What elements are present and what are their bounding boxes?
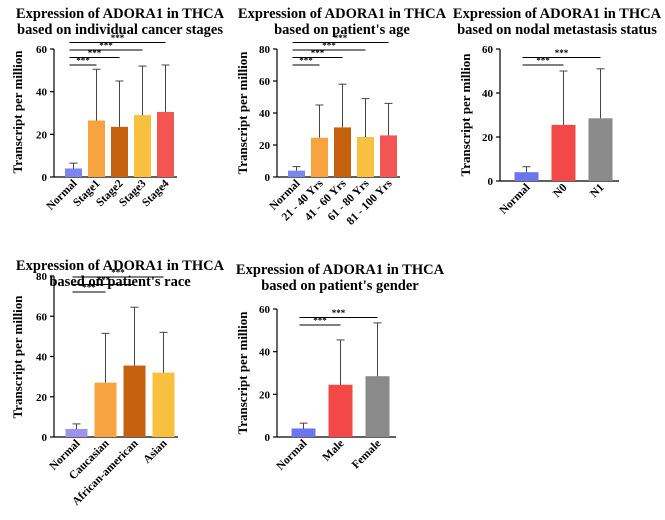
y-axis-label: Transcript per million [235,311,250,435]
significance-label: *** [88,48,102,58]
x-category-label: N1 [588,181,607,200]
significance-label: *** [82,283,96,293]
bar-stage1 [88,120,105,177]
significance-label: *** [311,48,325,58]
y-tick-label: 80 [259,44,271,56]
significance-label: *** [97,275,111,285]
chart-title-line: Expression of ADORA1 in THCA [453,6,662,22]
significance-label: *** [299,56,313,66]
y-tick-label: 0 [265,432,271,444]
significance-label: *** [555,48,569,58]
chart-title-line: Expression of ADORA1 in THCA [236,262,445,278]
bar-61-80-yrs [357,137,374,177]
bar-stage2 [111,126,128,177]
y-tick-label: 20 [259,140,271,152]
bar-81-100-yrs [380,135,397,177]
bar-male [328,384,353,437]
bar-normal [291,428,316,437]
chart-title-line: Expression of ADORA1 in THCA [16,6,225,22]
y-tick-label: 80 [36,271,48,283]
y-tick-label: 20 [482,132,494,144]
bar-21-40-yrs [311,137,328,177]
x-category-label: Normal [44,178,79,213]
y-tick-label: 40 [259,347,271,359]
bar-african-american [123,365,146,437]
bar-normal [514,172,539,181]
y-axis-label: Transcript per million [458,53,473,177]
y-axis-label: Transcript per million [10,295,25,419]
significance-label: *** [332,308,346,318]
significance-label: *** [111,268,125,278]
bar-normal [65,428,88,437]
y-axis-label: Transcript per million [10,50,25,174]
significance-label: *** [99,41,113,51]
bar-asian [152,372,175,437]
significance-label: *** [111,33,125,43]
x-category-label: Female [350,438,384,472]
bar-stage3 [134,115,151,177]
y-tick-label: 60 [259,304,271,316]
x-category-label: N0 [551,181,570,200]
y-tick-label: 60 [36,311,48,323]
x-category-label: Asian [141,437,170,466]
bar-stage4 [157,111,174,177]
x-category-label: Normal [274,438,309,473]
y-tick-label: 40 [259,108,271,120]
significance-label: *** [76,56,90,66]
bar-41-60-yrs [334,127,351,177]
x-category-label: Stage4 [140,177,172,209]
chart-title-line: based on patient's race [49,274,191,290]
bar-female [365,376,390,437]
y-tick-label: 60 [259,76,271,88]
chart-title-line: based on patient's gender [261,278,419,294]
y-tick-label: 20 [36,129,48,141]
significance-label: *** [313,316,327,326]
y-tick-label: 60 [482,44,494,56]
y-tick-label: 40 [36,87,48,99]
chart-title-line: Expression of ADORA1 in THCA [16,258,225,274]
significance-label: *** [334,33,348,43]
chart-title-line: based on patient's age [274,22,410,38]
y-tick-label: 0 [265,172,271,184]
significance-label: *** [322,41,336,51]
bar-normal [65,168,82,177]
bar-n1 [588,118,613,181]
chart-title-line: based on individual cancer stages [17,22,223,38]
bar-caucasian [94,382,117,437]
x-category-label: Male [321,438,347,464]
significance-label: *** [536,56,550,66]
chart-title-line: Expression of ADORA1 in THCA [238,6,447,22]
y-tick-label: 20 [36,392,48,404]
bar-normal [288,170,305,177]
x-category-label: Normal [497,182,532,217]
chart-title-line: based on nodal metastasis status [457,22,657,38]
y-tick-label: 40 [482,88,494,100]
y-tick-label: 0 [488,176,494,188]
y-tick-label: 0 [42,172,48,184]
y-tick-label: 20 [259,389,271,401]
y-tick-label: 60 [36,44,48,56]
y-axis-label: Transcript per million [235,51,250,175]
y-tick-label: 0 [42,432,48,444]
bar-n0 [551,124,576,181]
y-tick-label: 40 [36,352,48,364]
